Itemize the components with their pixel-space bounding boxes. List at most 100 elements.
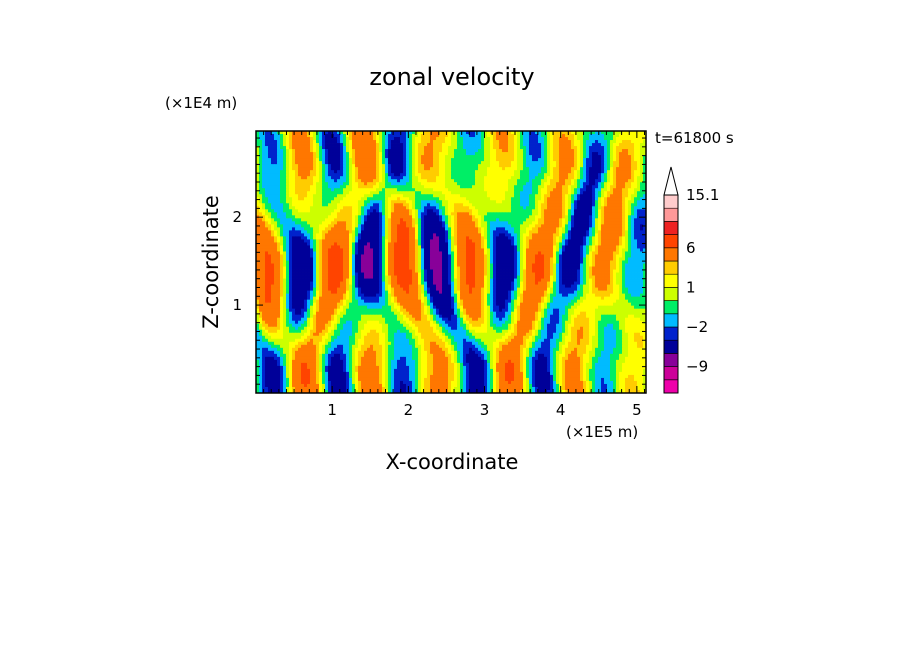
field-cell — [427, 209, 431, 213]
field-cell — [427, 203, 431, 207]
field-cell — [496, 146, 500, 150]
field-cell — [496, 155, 500, 159]
field-cell — [352, 167, 356, 171]
field-cell — [376, 149, 380, 153]
field-cell — [574, 140, 578, 144]
field-cell — [466, 227, 470, 231]
field-cell — [628, 137, 632, 141]
field-cell — [481, 158, 485, 162]
field-cell — [355, 194, 359, 198]
field-cell — [586, 194, 590, 198]
field-cell — [622, 206, 626, 210]
field-cell — [442, 146, 446, 150]
field-cell — [289, 191, 293, 195]
field-cell — [604, 203, 608, 207]
field-cell — [340, 173, 344, 177]
field-cell — [595, 140, 599, 144]
field-cell — [637, 140, 641, 144]
field-cell — [463, 137, 467, 141]
field-cell — [319, 239, 323, 243]
field-cell — [571, 161, 575, 165]
field-cell — [379, 197, 383, 201]
field-cell — [406, 191, 410, 195]
field-cell — [403, 176, 407, 180]
field-cell — [466, 188, 470, 192]
field-cell — [601, 233, 605, 237]
field-cell — [580, 212, 584, 216]
field-cell — [583, 212, 587, 216]
field-cell — [643, 158, 646, 162]
field-cell — [598, 197, 602, 201]
field-cell — [442, 140, 446, 144]
field-cell — [427, 188, 431, 192]
field-cell — [376, 212, 380, 216]
field-cell — [520, 203, 524, 207]
field-cell — [547, 224, 551, 228]
field-cell — [613, 137, 617, 141]
field-cell — [388, 215, 392, 219]
field-cell — [262, 197, 266, 201]
field-cell — [637, 149, 641, 153]
field-cell — [466, 158, 470, 162]
field-cell — [577, 143, 581, 147]
field-cell — [493, 152, 497, 156]
field-cell — [556, 203, 560, 207]
field-cell — [442, 242, 446, 246]
field-cell — [514, 185, 518, 189]
field-cell — [619, 131, 623, 135]
field-cell — [370, 164, 374, 168]
field-cell — [634, 170, 638, 174]
field-cell — [634, 155, 638, 159]
field-cell — [391, 239, 395, 243]
field-cell — [559, 152, 563, 156]
field-cell — [607, 227, 611, 231]
field-cell — [475, 209, 479, 213]
field-cell — [274, 209, 278, 213]
field-cell — [511, 191, 515, 195]
field-cell — [607, 164, 611, 168]
field-cell — [271, 179, 275, 183]
field-cell — [565, 188, 569, 192]
field-cell — [559, 230, 563, 234]
field-cell — [604, 227, 608, 231]
field-cell — [523, 185, 527, 189]
field-cell — [466, 182, 470, 186]
field-cell — [295, 230, 299, 234]
field-cell — [280, 164, 284, 168]
field-cell — [559, 221, 563, 225]
field-cell — [586, 173, 590, 177]
field-cell — [349, 194, 353, 198]
field-cell — [589, 236, 593, 240]
field-cell — [334, 173, 338, 177]
field-cell — [301, 230, 305, 234]
field-cell — [304, 170, 308, 174]
field-cell — [325, 230, 329, 234]
field-cell — [553, 143, 557, 147]
field-cell — [484, 155, 488, 159]
field-cell — [289, 152, 293, 156]
field-cell — [277, 182, 281, 186]
field-cell — [385, 143, 389, 147]
field-cell — [640, 206, 644, 210]
field-cell — [520, 224, 524, 228]
field-cell — [373, 188, 377, 192]
field-cell — [277, 155, 281, 159]
field-cell — [517, 131, 521, 135]
field-cell — [364, 236, 368, 240]
field-cell — [388, 173, 392, 177]
field-cell — [580, 176, 584, 180]
field-cell — [382, 221, 386, 225]
field-cell — [499, 179, 503, 183]
field-cell — [523, 215, 527, 219]
field-cell — [379, 245, 383, 249]
field-cell — [547, 233, 551, 237]
field-cell — [559, 188, 563, 192]
field-cell — [355, 239, 359, 243]
field-cell — [424, 206, 428, 210]
field-cell — [466, 218, 470, 222]
field-cell — [496, 221, 500, 225]
field-cell — [313, 233, 317, 237]
field-cell — [406, 185, 410, 189]
field-cell — [424, 140, 428, 144]
field-cell — [595, 224, 599, 228]
